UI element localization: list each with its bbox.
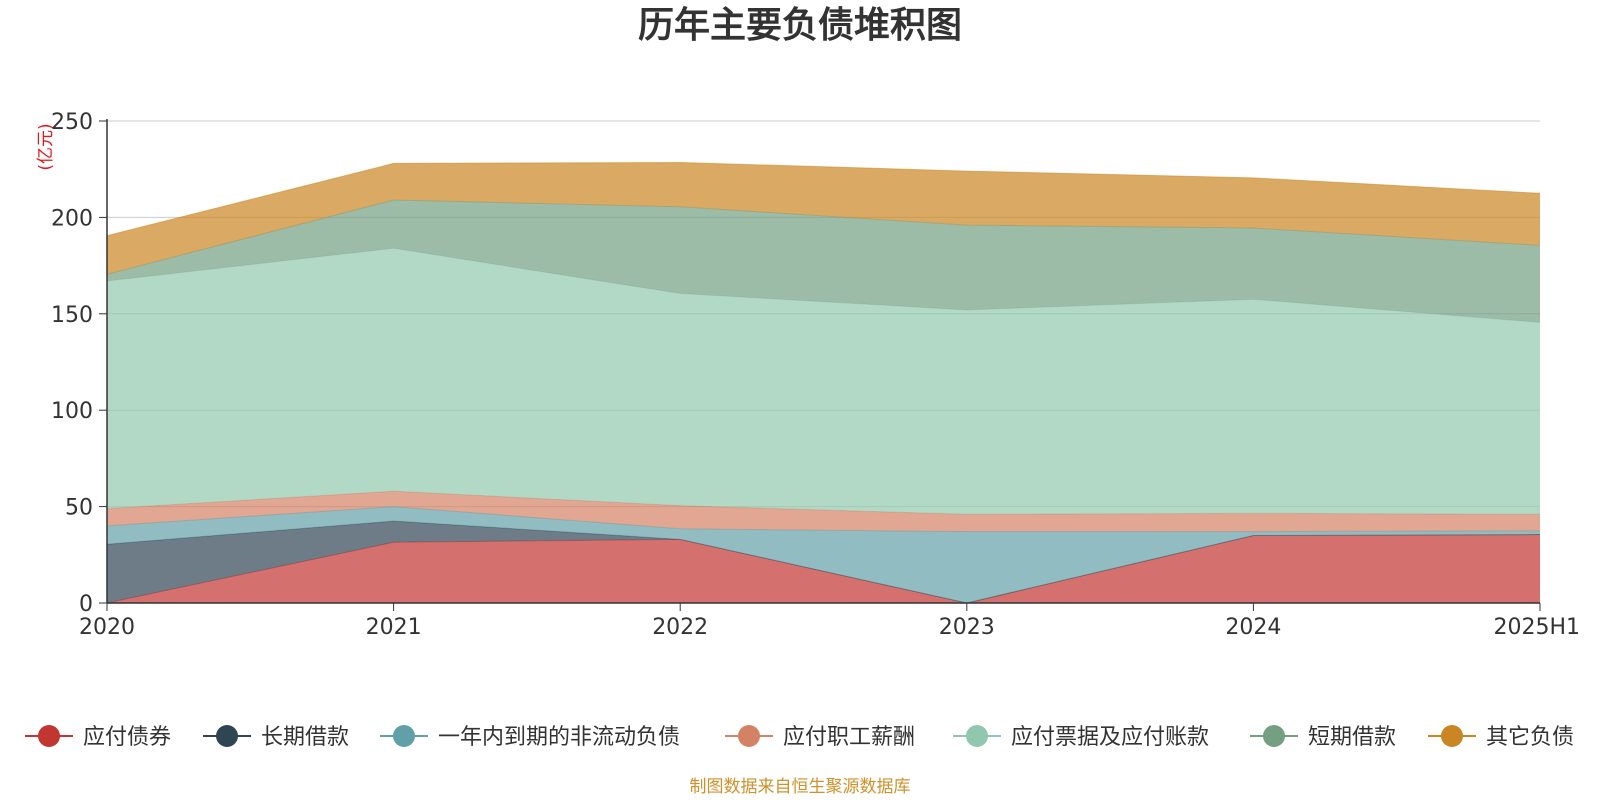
- legend-label: 其它负债: [1486, 725, 1574, 750]
- x-tick-label: 2024: [1225, 615, 1281, 640]
- legend-marker-icon: [966, 725, 988, 747]
- legend-label: 应付票据及应付账款: [1011, 725, 1209, 750]
- legend-item-2[interactable]: 长期借款: [203, 725, 349, 750]
- y-tick-label: 200: [51, 206, 93, 231]
- legend-item-3[interactable]: 一年内到期的非流动负债: [380, 725, 680, 750]
- legend[interactable]: 应付债券 长期借款 一年内到期的非流动负债 应付职工薪酬 应付票据及应付账款 短期借款 其它…: [25, 725, 1574, 750]
- x-tick-label: 2022: [652, 615, 708, 640]
- x-tick-label: 2020: [79, 615, 135, 640]
- legend-marker-icon: [393, 725, 415, 747]
- legend-item-6[interactable]: 短期借款: [1250, 725, 1396, 750]
- legend-label: 一年内到期的非流动负债: [438, 725, 680, 750]
- series-2-area: [107, 521, 1540, 603]
- legend-marker-icon: [1441, 725, 1463, 747]
- series-3-area: [107, 506, 1540, 603]
- series-7-area: [107, 162, 1540, 275]
- series-7-line: [106, 161, 1541, 237]
- x-tick-label: 2025H1: [1493, 615, 1580, 640]
- series-6-area: [107, 200, 1540, 323]
- y-tick-label: 250: [51, 110, 93, 135]
- legend-label: 长期借款: [261, 725, 349, 750]
- series-4-area: [107, 491, 1540, 532]
- legend-item-1[interactable]: 应付债券: [25, 725, 171, 750]
- chart-title: 历年主要负债堆积图: [638, 5, 962, 46]
- y-tick-label: 100: [51, 399, 93, 424]
- y-tick-label: 50: [65, 496, 93, 521]
- legend-item-5[interactable]: 应付票据及应付账款: [953, 725, 1209, 750]
- y-axis-unit-label: (亿元): [36, 123, 56, 170]
- series-5-area: [107, 248, 1540, 515]
- legend-marker-icon: [38, 725, 60, 747]
- x-tick-label: 2023: [939, 615, 995, 640]
- x-tick-label: 2021: [366, 615, 422, 640]
- series-areas: [106, 161, 1541, 604]
- legend-marker-icon: [1263, 725, 1285, 747]
- legend-label: 应付职工薪酬: [783, 725, 915, 750]
- legend-label: 短期借款: [1308, 725, 1396, 750]
- axes: 0 50 100 150 200 250 2020 2021 2022 2023 2024 2025H…: [51, 110, 1580, 640]
- legend-marker-icon: [216, 725, 238, 747]
- legend-label: 应付债券: [83, 725, 171, 750]
- y-tick-label: 0: [79, 592, 93, 617]
- legend-item-4[interactable]: 应付职工薪酬: [725, 725, 915, 750]
- y-tick-label: 150: [51, 303, 93, 328]
- series-1-area: [107, 534, 1540, 603]
- legend-marker-icon: [738, 725, 760, 747]
- data-source-footer: 制图数据来自恒生聚源数据库: [690, 777, 911, 797]
- legend-item-7[interactable]: 其它负债: [1428, 725, 1574, 750]
